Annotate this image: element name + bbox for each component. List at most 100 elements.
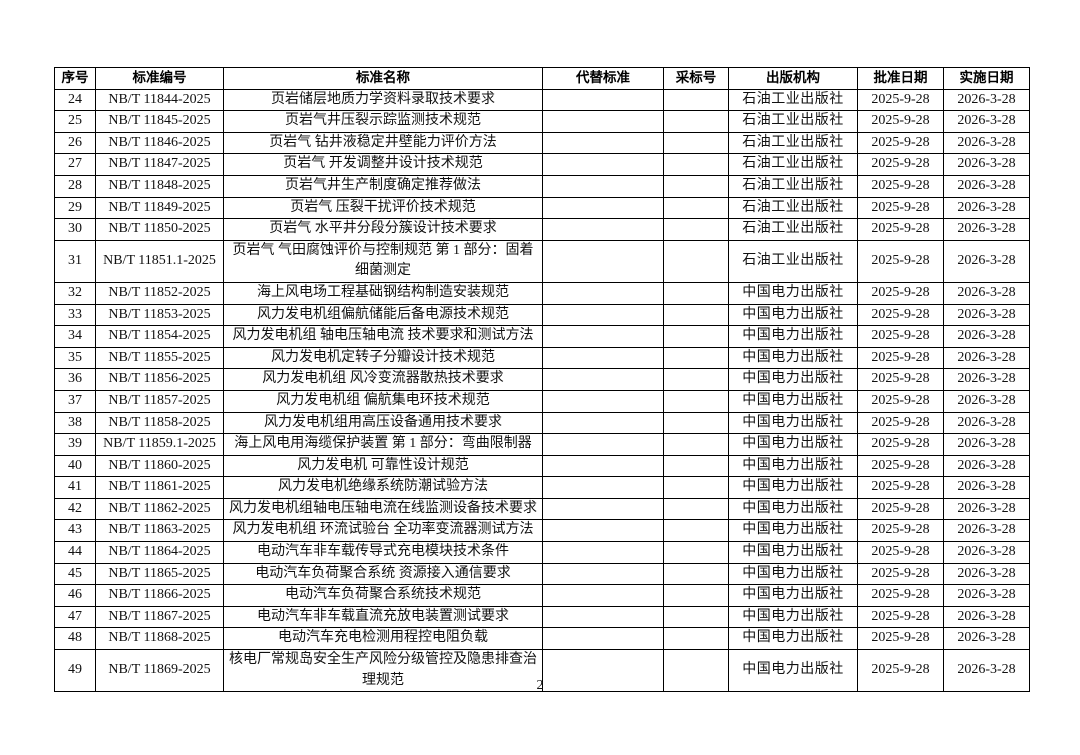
cell-standard-name: 电动汽车充电检测用程控电阻负载 — [223, 627, 543, 651]
page-number: 2 — [536, 678, 544, 693]
header-cell-approved: 批准日期 — [857, 67, 944, 90]
cell-replaced-standard — [542, 174, 664, 198]
cell-serial-number: 39 — [54, 433, 96, 456]
cell-adoption-number — [663, 346, 729, 370]
cell-implementation-date: 2026-3-28 — [943, 131, 1030, 155]
cell-implementation-date: 2026-3-28 — [943, 433, 1030, 456]
cell-implementation-date: 2026-3-28 — [943, 110, 1030, 133]
cell-standard-name: 页岩储层地质力学资料录取技术要求 — [223, 88, 543, 112]
header-cell-replaced: 代替标准 — [542, 67, 664, 90]
cell-standard-code: NB/T 11848-2025 — [95, 174, 224, 198]
cell-standard-name: 页岩气井生产制度确定推荐做法 — [223, 174, 543, 198]
cell-standard-code: NB/T 11864-2025 — [95, 541, 224, 564]
cell-publisher: 石油工业出版社 — [728, 88, 858, 112]
cell-implementation-date: 2026-3-28 — [943, 627, 1030, 651]
cell-adoption-number — [663, 88, 729, 112]
table-row: 44 NB/T 11864-2025 电动汽车非车载传导式充电模块技术条件 中国… — [54, 541, 1030, 564]
cell-implementation-date: 2026-3-28 — [943, 562, 1030, 586]
table-row: 26 NB/T 11846-2025 页岩气 钻井液稳定井壁能力评价方法 石油工… — [54, 131, 1030, 155]
cell-standard-name: 风力发电机组 偏航集电环技术规范 — [223, 389, 543, 413]
cell-implementation-date: 2026-3-28 — [943, 196, 1030, 220]
cell-replaced-standard — [542, 541, 664, 564]
cell-adoption-number — [663, 605, 729, 629]
table-row: 36 NB/T 11856-2025 风力发电机组 风冷变流器散热技术要求 中国… — [54, 368, 1030, 391]
cell-implementation-date: 2026-3-28 — [943, 368, 1030, 391]
cell-approval-date: 2025-9-28 — [857, 131, 944, 155]
cell-approval-date: 2025-9-28 — [857, 476, 944, 499]
cell-serial-number: 46 — [54, 584, 96, 607]
table-row: 43 NB/T 11863-2025 风力发电机组 环流试验台 全功率变流器测试… — [54, 519, 1030, 543]
cell-standard-code: NB/T 11860-2025 — [95, 454, 224, 478]
cell-serial-number: 31 — [54, 239, 96, 283]
cell-implementation-date: 2026-3-28 — [943, 649, 1030, 693]
cell-implementation-date: 2026-3-28 — [943, 584, 1030, 607]
cell-replaced-standard — [542, 562, 664, 586]
cell-implementation-date: 2026-3-28 — [943, 281, 1030, 305]
cell-implementation-date: 2026-3-28 — [943, 541, 1030, 564]
cell-approval-date: 2025-9-28 — [857, 519, 944, 543]
cell-replaced-standard — [542, 131, 664, 155]
table-header-row: 序号 标准编号 标准名称 代替标准 采标号 出版机构 批准日期 实施日期 — [54, 67, 1030, 90]
cell-standard-name: 电动汽车负荷聚合系统 资源接入通信要求 — [223, 562, 543, 586]
cell-adoption-number — [663, 281, 729, 305]
cell-replaced-standard — [542, 497, 664, 521]
cell-approval-date: 2025-9-28 — [857, 497, 944, 521]
header-cell-adoption: 采标号 — [663, 67, 729, 90]
cell-approval-date: 2025-9-28 — [857, 389, 944, 413]
cell-adoption-number — [663, 389, 729, 413]
cell-serial-number: 36 — [54, 368, 96, 391]
cell-implementation-date: 2026-3-28 — [943, 497, 1030, 521]
cell-publisher: 石油工业出版社 — [728, 196, 858, 220]
cell-publisher: 中国电力出版社 — [728, 541, 858, 564]
cell-standard-name: 电动汽车负荷聚合系统技术规范 — [223, 584, 543, 607]
cell-adoption-number — [663, 110, 729, 133]
cell-publisher: 中国电力出版社 — [728, 389, 858, 413]
cell-standard-code: NB/T 11862-2025 — [95, 497, 224, 521]
cell-standard-name: 风力发电机组偏航储能后备电源技术规范 — [223, 303, 543, 327]
cell-implementation-date: 2026-3-28 — [943, 454, 1030, 478]
standards-table: 序号 标准编号 标准名称 代替标准 采标号 出版机构 批准日期 实施日期 24 … — [54, 67, 1030, 693]
cell-standard-code: NB/T 11851.1-2025 — [95, 239, 224, 283]
cell-serial-number: 29 — [54, 196, 96, 220]
table-row: 30 NB/T 11850-2025 页岩气 水平井分段分簇设计技术要求 石油工… — [54, 218, 1030, 241]
cell-standard-code: NB/T 11854-2025 — [95, 325, 224, 348]
cell-serial-number: 33 — [54, 303, 96, 327]
cell-publisher: 石油工业出版社 — [728, 239, 858, 283]
cell-publisher: 中国电力出版社 — [728, 325, 858, 348]
table-row: 45 NB/T 11865-2025 电动汽车负荷聚合系统 资源接入通信要求 中… — [54, 562, 1030, 586]
cell-publisher: 中国电力出版社 — [728, 303, 858, 327]
table-row: 47 NB/T 11867-2025 电动汽车非车载直流充放电装置测试要求 中国… — [54, 605, 1030, 629]
cell-serial-number: 42 — [54, 497, 96, 521]
cell-implementation-date: 2026-3-28 — [943, 476, 1030, 499]
cell-adoption-number — [663, 433, 729, 456]
cell-serial-number: 48 — [54, 627, 96, 651]
cell-adoption-number — [663, 196, 729, 220]
cell-publisher: 中国电力出版社 — [728, 433, 858, 456]
cell-replaced-standard — [542, 476, 664, 499]
cell-replaced-standard — [542, 303, 664, 327]
cell-adoption-number — [663, 131, 729, 155]
cell-standard-name: 海上风电用海缆保护装置 第 1 部分：弯曲限制器 — [223, 433, 543, 456]
cell-replaced-standard — [542, 519, 664, 543]
cell-approval-date: 2025-9-28 — [857, 541, 944, 564]
cell-approval-date: 2025-9-28 — [857, 605, 944, 629]
table-row: 42 NB/T 11862-2025 风力发电机组轴电压轴电流在线监测设备技术要… — [54, 497, 1030, 521]
cell-adoption-number — [663, 562, 729, 586]
cell-standard-name: 风力发电机 可靠性设计规范 — [223, 454, 543, 478]
cell-standard-code: NB/T 11869-2025 — [95, 649, 224, 693]
cell-standard-code: NB/T 11845-2025 — [95, 110, 224, 133]
cell-adoption-number — [663, 325, 729, 348]
cell-publisher: 中国电力出版社 — [728, 584, 858, 607]
cell-standard-code: NB/T 11858-2025 — [95, 411, 224, 435]
cell-approval-date: 2025-9-28 — [857, 196, 944, 220]
cell-serial-number: 45 — [54, 562, 96, 586]
table-row: 34 NB/T 11854-2025 风力发电机组 轴电压轴电流 技术要求和测试… — [54, 325, 1030, 348]
cell-serial-number: 49 — [54, 649, 96, 693]
cell-serial-number: 35 — [54, 346, 96, 370]
cell-publisher: 中国电力出版社 — [728, 476, 858, 499]
cell-replaced-standard — [542, 281, 664, 305]
cell-replaced-standard — [542, 346, 664, 370]
cell-standard-name: 风力发电机组用高压设备通用技术要求 — [223, 411, 543, 435]
cell-standard-code: NB/T 11855-2025 — [95, 346, 224, 370]
header-cell-publisher: 出版机构 — [728, 67, 858, 90]
